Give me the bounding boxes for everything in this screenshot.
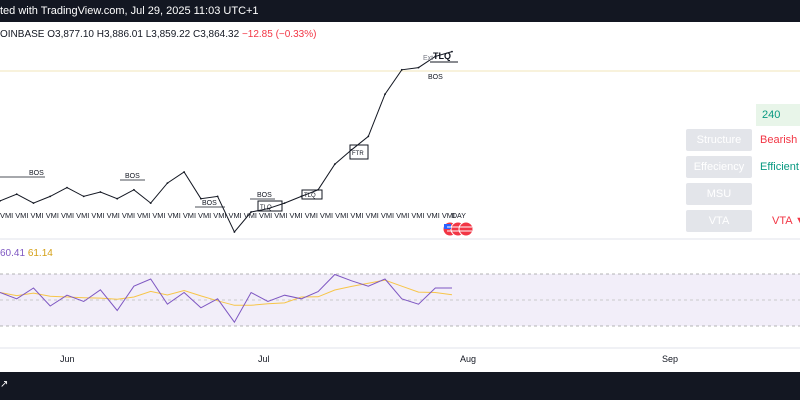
price-point xyxy=(15,193,18,196)
structure-boxes: FTR TLQ TLQ xyxy=(257,144,369,212)
price-series xyxy=(0,50,453,233)
high-label: H xyxy=(96,29,104,40)
box-label-2: TLQ xyxy=(304,193,316,199)
price-point xyxy=(233,231,236,233)
timeframe-cell: 240 xyxy=(756,104,800,126)
header-title: ted with TradingView.com, Jul 29, 2025 1… xyxy=(0,5,259,17)
low-label: L xyxy=(145,29,152,40)
rsi-ma-line xyxy=(0,279,453,306)
x-axis: Jun Jul Aug Sep xyxy=(60,354,678,364)
price-line xyxy=(0,51,453,233)
arrow-icon: ↗ xyxy=(0,379,9,390)
efficiency-value-cell: Efficient xyxy=(756,156,800,178)
price-point xyxy=(149,202,152,205)
tradingview-footer: ↗ xyxy=(0,372,800,400)
rsi-value: 60.41 xyxy=(0,248,26,259)
price-point xyxy=(417,66,420,69)
structure-value-cell: Bearish xyxy=(756,129,800,151)
close-value: 3,864.32 xyxy=(200,29,240,40)
price-point xyxy=(350,148,353,151)
structure-value: Bearish xyxy=(760,134,798,146)
price-point xyxy=(49,195,52,198)
change-value: −12.85 (−0.33%) xyxy=(241,29,317,40)
price-point xyxy=(434,55,437,58)
price-chart[interactable]: BOS BOS BOS BOS BOS Ext TLQ FTR TLQ TLQ … xyxy=(0,22,800,372)
bos-label-1: BOS xyxy=(29,170,44,177)
price-point xyxy=(133,188,135,191)
msu-label: MSU xyxy=(706,188,732,200)
box-label-3: TLQ xyxy=(260,205,272,211)
msu-label-cell: MSU xyxy=(686,183,752,205)
price-point xyxy=(400,68,403,71)
price-point xyxy=(166,182,169,185)
price-point xyxy=(333,163,336,166)
price-point xyxy=(283,202,286,205)
price-point xyxy=(200,197,202,200)
price-point xyxy=(0,200,1,202)
timeframe-value: 240 xyxy=(762,109,781,121)
efficiency-value: Efficient xyxy=(760,161,799,173)
x-label-aug: Aug xyxy=(460,354,476,364)
price-point xyxy=(384,93,386,96)
ext-label: Ext xyxy=(423,55,433,62)
x-label-sep: Sep xyxy=(662,354,678,364)
vta-label-cell: VTA xyxy=(686,210,752,232)
x-label-jul: Jul xyxy=(258,354,270,364)
vta-value-cell: VTA ▼ xyxy=(756,210,800,232)
msu-value-cell xyxy=(756,183,800,205)
structure-label: Structure xyxy=(696,134,742,146)
bos-label-4: BOS xyxy=(257,192,272,199)
price-point xyxy=(451,50,453,53)
day-label: DAY xyxy=(452,213,466,220)
price-point xyxy=(250,211,253,213)
vta-label: VTA xyxy=(708,215,730,227)
rsi-line xyxy=(0,273,452,324)
price-point xyxy=(216,195,219,198)
open-label: O xyxy=(47,29,56,40)
exchange-name: OINBASE xyxy=(0,29,45,40)
bos-markers: BOS BOS BOS BOS BOS Ext TLQ xyxy=(0,51,458,208)
box-label-1: FTR xyxy=(352,151,364,157)
high-value: 3,886.01 xyxy=(103,29,143,40)
price-point xyxy=(267,207,269,210)
vta-value: VTA ▼ xyxy=(772,215,800,227)
bos-label-3: BOS xyxy=(202,200,217,207)
close-label: C xyxy=(192,29,201,40)
bos-label-5: BOS xyxy=(428,74,443,81)
rsi-legend: 60.41 61.14 xyxy=(0,248,53,259)
tradingview-header: ted with TradingView.com, Jul 29, 2025 1… xyxy=(0,0,800,22)
bos-label-2: BOS xyxy=(125,173,140,180)
rsi-series xyxy=(0,273,453,324)
tlq-top-label: TLQ xyxy=(433,51,451,61)
price-point xyxy=(367,135,370,138)
structure-label-cell: Structure xyxy=(686,129,752,151)
price-point xyxy=(116,197,119,200)
rsi-ma-value: 61.14 xyxy=(27,248,53,259)
x-label-jun: Jun xyxy=(60,354,75,364)
efficiency-label: Effeciency xyxy=(693,161,745,173)
us-flag-icon[interactable] xyxy=(442,221,474,237)
price-point xyxy=(183,171,186,173)
price-point xyxy=(66,186,68,189)
efficiency-label-cell: Effeciency xyxy=(686,156,752,178)
vmi-row: VMI VMI VMI VMI VMI VMI VMI VMI VMI VMI … xyxy=(0,213,455,220)
ohlc-legend: OINBASE O3,877.10 H3,886.01 L3,859.22 C3… xyxy=(0,29,316,40)
price-point xyxy=(99,191,102,193)
price-point xyxy=(32,202,35,205)
low-value: 3,859.22 xyxy=(151,29,191,40)
price-point xyxy=(82,195,85,198)
open-value: 3,877.10 xyxy=(55,29,94,40)
